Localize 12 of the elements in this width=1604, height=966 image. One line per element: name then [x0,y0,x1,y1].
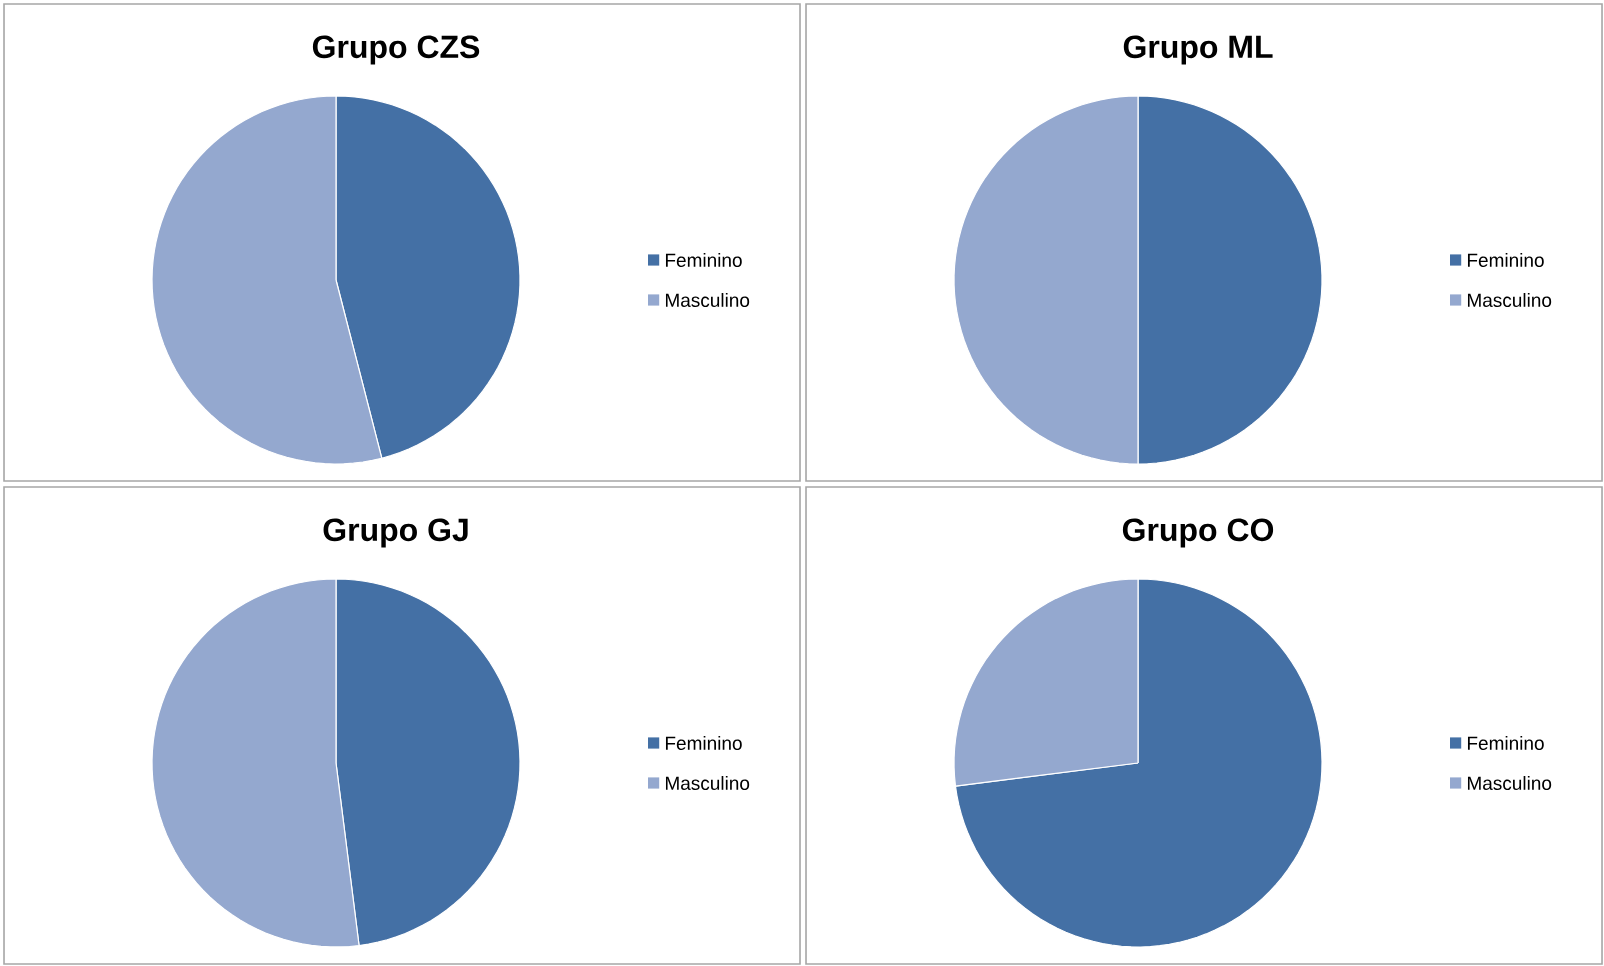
legend-label: Feminino [1467,253,1544,267]
chart-title: Grupo CO [1122,518,1274,548]
legend-label: Feminino [665,736,742,750]
chart-title: Grupo CZS [312,35,480,65]
legend-label: Masculino [665,293,750,307]
legend-label: Feminino [1467,736,1544,750]
chart-title: Grupo GJ [323,518,468,548]
legend-label: Masculino [665,776,750,790]
chart-title: Grupo ML [1123,35,1273,65]
legend-label: Masculino [1467,776,1552,790]
legend-label: Feminino [665,253,742,267]
legend-label: Masculino [1467,293,1552,307]
